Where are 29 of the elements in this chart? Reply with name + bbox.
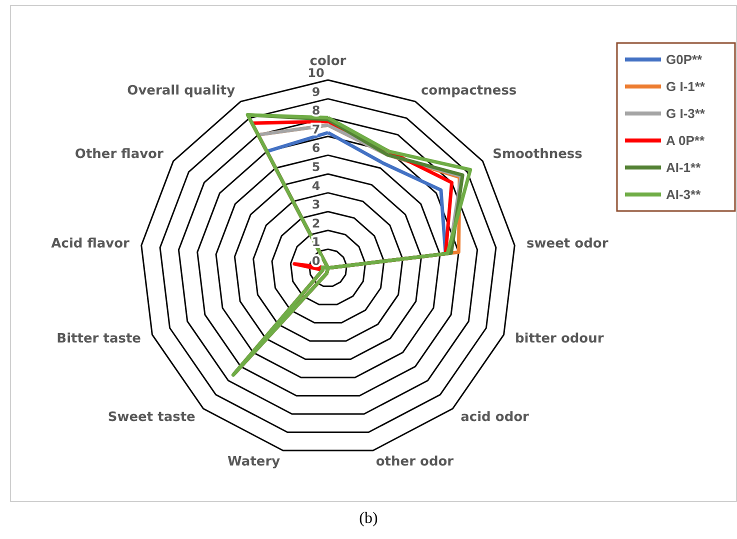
y-tick-label: 2 [312, 216, 320, 230]
spoke-label: bitter odour [515, 331, 604, 346]
legend-label: AI-3** [666, 187, 702, 202]
spoke-label: Overall quality [127, 83, 236, 98]
spoke-label: compactness [420, 83, 517, 98]
spoke-label: Sweet taste [108, 410, 196, 426]
spoke-label: other odor [376, 454, 454, 470]
y-tick-label: 9 [312, 84, 320, 99]
legend-label: G I-3** [666, 106, 706, 121]
legend-label: A 0P** [666, 133, 706, 148]
spoke-label: color [310, 54, 347, 69]
spoke-label: Smoothness [492, 146, 583, 162]
y-tick-label: 3 [312, 198, 320, 212]
y-tick-label: 0 [312, 254, 320, 268]
spoke-label: Watery [228, 454, 281, 470]
legend-label: G0P** [666, 52, 704, 67]
text: (b) [358, 510, 379, 528]
y-tick-label: 4 [312, 178, 320, 193]
y-tick-label: 6 [312, 141, 320, 156]
y-tick-label: 8 [312, 104, 320, 118]
spoke-label: Bitter taste [56, 331, 142, 346]
legend-label: G I-1** [666, 79, 706, 94]
y-tick-label: 5 [312, 160, 320, 174]
spoke-label: sweet odor [526, 236, 609, 252]
spoke-label: Acid flavor [51, 236, 130, 252]
spoke-label: Other flavor [74, 146, 164, 162]
spoke-label: acid odor [460, 410, 530, 426]
y-tick-label: 10 [308, 66, 324, 80]
legend-label: AI-1** [666, 160, 702, 175]
